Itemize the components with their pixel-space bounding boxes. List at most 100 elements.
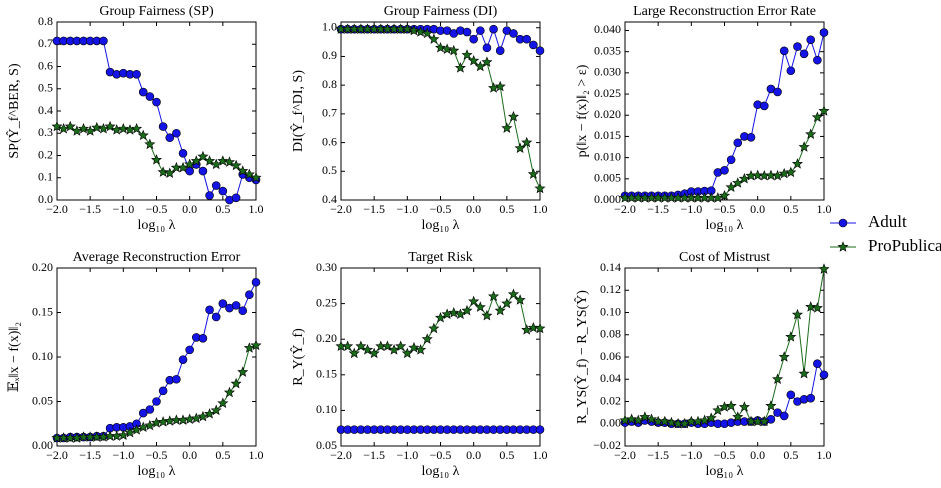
star-marker bbox=[78, 122, 90, 134]
circle-marker bbox=[145, 405, 155, 414]
star-marker bbox=[772, 373, 784, 384]
circle-marker bbox=[779, 46, 789, 56]
star-marker bbox=[665, 416, 677, 428]
x-tick-label: 0.0 bbox=[182, 448, 197, 462]
circle-marker bbox=[211, 181, 221, 190]
star-marker bbox=[164, 167, 176, 179]
star-marker bbox=[461, 49, 473, 60]
x-tick-label: −1.5 bbox=[647, 202, 669, 216]
x-tick-label: 0.5 bbox=[215, 202, 230, 216]
x-tick-label: 0.0 bbox=[182, 202, 197, 216]
y-tick-label: −0.02 bbox=[593, 438, 621, 452]
circle-marker bbox=[198, 166, 208, 176]
star-marker bbox=[481, 309, 493, 321]
star-marker bbox=[131, 122, 143, 134]
circle-marker bbox=[158, 386, 168, 396]
subplot-title: Cost of Mistrust bbox=[679, 250, 770, 265]
x-axis-label: log₁₀ λ bbox=[422, 218, 460, 233]
circle-marker bbox=[759, 101, 769, 111]
series-line bbox=[57, 40, 257, 201]
x-tick-label: 1.0 bbox=[817, 448, 832, 462]
x-tick-label: −0.5 bbox=[146, 202, 168, 216]
x-tick-label: −1.0 bbox=[396, 448, 418, 462]
star-marker bbox=[434, 312, 447, 323]
y-tick-label: 0.8 bbox=[38, 14, 53, 28]
star-marker bbox=[785, 166, 797, 178]
star-marker bbox=[514, 142, 526, 154]
circle-marker bbox=[218, 186, 228, 196]
y-tick-label: 0.10 bbox=[316, 402, 337, 416]
x-axis-label: log₁₀ λ bbox=[422, 464, 460, 479]
y-tick-label: 0.0 bbox=[38, 192, 53, 206]
star-marker bbox=[71, 125, 83, 136]
star-marker bbox=[679, 417, 691, 429]
x-tick-label: 0.5 bbox=[783, 202, 798, 216]
y-tick-label: 0.06 bbox=[600, 349, 621, 363]
star-marker bbox=[137, 129, 149, 141]
circle-marker bbox=[205, 191, 214, 200]
star-marker bbox=[177, 414, 189, 425]
y-tick-label: 0.040 bbox=[594, 22, 621, 36]
x-tick-label: −1.0 bbox=[680, 202, 702, 216]
x-axis-label: log₁₀ λ bbox=[138, 464, 176, 479]
star-marker bbox=[632, 414, 644, 426]
legend-label: Adult bbox=[868, 212, 907, 231]
x-tick-label: −0.5 bbox=[430, 202, 452, 216]
star-marker bbox=[626, 413, 638, 425]
star-marker bbox=[415, 26, 427, 37]
star-marker bbox=[204, 408, 216, 419]
x-tick-label: 0.0 bbox=[466, 448, 481, 462]
circle-marker bbox=[172, 374, 181, 384]
star-marker bbox=[117, 122, 129, 134]
star-marker bbox=[811, 302, 823, 313]
subplot-title: Target Risk bbox=[408, 250, 472, 265]
star-marker bbox=[157, 166, 169, 177]
circle-marker bbox=[238, 306, 248, 316]
star-marker bbox=[811, 111, 823, 123]
star-marker bbox=[428, 33, 440, 44]
star-marker bbox=[111, 430, 123, 441]
y-tick-label: 0.010 bbox=[594, 149, 621, 163]
circle-marker bbox=[165, 133, 175, 142]
x-tick-label: −0.5 bbox=[430, 448, 452, 462]
subplot-title: Average Reconstruction Error bbox=[73, 250, 241, 265]
x-tick-label: 0.5 bbox=[215, 448, 230, 462]
star-marker bbox=[461, 304, 473, 316]
circle-marker bbox=[495, 46, 505, 56]
star-marker bbox=[818, 263, 830, 274]
x-tick-label: −2.0 bbox=[46, 448, 68, 462]
subplot-title: Large Reconstruction Error Rate bbox=[633, 4, 816, 19]
star-marker bbox=[97, 122, 109, 134]
x-tick-label: −0.5 bbox=[714, 202, 736, 216]
star-marker bbox=[501, 122, 513, 133]
star-marker bbox=[415, 344, 427, 355]
star-marker bbox=[507, 288, 519, 300]
y-tick-label: 0.10 bbox=[32, 349, 53, 363]
x-tick-label: 0.5 bbox=[783, 448, 798, 462]
star-marker bbox=[705, 412, 717, 423]
y-tick-label: 0.015 bbox=[594, 128, 621, 142]
y-tick-label: 0.6 bbox=[322, 134, 337, 148]
star-marker bbox=[818, 105, 830, 116]
star-marker bbox=[223, 386, 235, 398]
star-marker bbox=[388, 344, 400, 355]
subplot: Large Reconstruction Error Rate log₁₀ λ p(… bbox=[575, 4, 831, 233]
circle-marker bbox=[218, 299, 228, 308]
star-marker bbox=[243, 342, 255, 353]
y-tick-label: 0.14 bbox=[600, 260, 621, 274]
star-marker bbox=[527, 322, 539, 333]
circle-marker bbox=[733, 138, 743, 148]
star-marker bbox=[230, 159, 242, 171]
star-marker bbox=[84, 125, 96, 136]
subplot: Target Risk log₁₀ λ R_Y(Ŷ_f) −2.0 −1.5 −1.0 −0… bbox=[289, 250, 547, 479]
x-tick-label: −2.0 bbox=[330, 202, 352, 216]
star-marker bbox=[725, 181, 737, 192]
plot-frame bbox=[56, 21, 257, 201]
star-marker bbox=[395, 340, 407, 352]
star-marker bbox=[488, 82, 500, 93]
star-marker bbox=[805, 301, 817, 312]
star-marker bbox=[355, 340, 367, 352]
circle-marker bbox=[138, 87, 148, 97]
x-tick-label: 1.0 bbox=[817, 202, 832, 216]
circle-marker bbox=[178, 355, 188, 364]
